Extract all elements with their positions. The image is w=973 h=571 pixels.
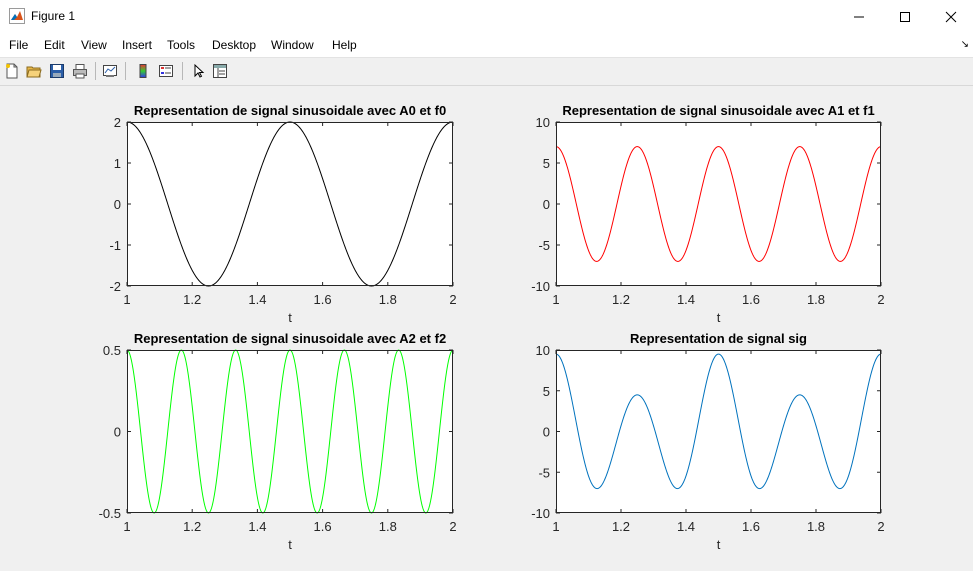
- maximize-icon: [900, 11, 910, 22]
- x-tick-label: 1: [123, 519, 130, 534]
- link-plot-icon[interactable]: [100, 61, 120, 81]
- toolbar-separator: [125, 62, 126, 80]
- x-tick-label: 1.2: [183, 292, 201, 307]
- x-tick-label: 1: [552, 519, 559, 534]
- plot-area: [556, 122, 881, 286]
- subplot-title: Representation de signal sig: [630, 331, 807, 346]
- figure-canvas: 1 1.2 1.4 1.6 1.8 2 2 1 0 -1 -2 Representation de s…: [0, 86, 973, 566]
- x-tick-label: 1.2: [612, 292, 630, 307]
- y-tick-label: 0: [114, 197, 121, 212]
- window-titlebar: Figure 1: [0, 0, 973, 33]
- insert-colorbar-icon[interactable]: [133, 61, 153, 81]
- menu-bar: File Edit View Insert Tools Desktop Wind…: [0, 33, 973, 58]
- menu-window[interactable]: Window: [271, 38, 314, 52]
- y-tick-label: -5: [538, 465, 550, 480]
- y-tick-label: 10: [536, 343, 550, 358]
- subplot-4: 1 1.2 1.4 1.6 1.8 2 10 5 0 -5 -10 Representation de…: [531, 331, 884, 552]
- x-tick-label: 1.6: [314, 292, 332, 307]
- minimize-icon: [854, 16, 864, 17]
- x-tick-label: 1.4: [677, 519, 695, 534]
- x-tick-label: 1.6: [314, 519, 332, 534]
- y-tick-label: -0.5: [99, 506, 121, 521]
- minimize-button[interactable]: [836, 0, 882, 33]
- subplot-3: 1 1.2 1.4 1.6 1.8 2 0.5 0 -0.5 Representation de …: [99, 331, 457, 552]
- save-icon[interactable]: [47, 61, 67, 81]
- toolbar-separator: [182, 62, 183, 80]
- y-tick-label: 0: [543, 425, 550, 440]
- series-line-1: [555, 146, 882, 262]
- x-tick-label: 1.8: [807, 292, 825, 307]
- y-tick-label: -2: [109, 279, 121, 294]
- series-line-1: [555, 353, 882, 490]
- edit-plot-icon[interactable]: [188, 61, 208, 81]
- y-tick-label: 5: [543, 384, 550, 399]
- y-tick-label: 0: [543, 197, 550, 212]
- x-tick-label: 1.4: [248, 292, 266, 307]
- x-tick-label: 1.8: [379, 292, 397, 307]
- x-tick-label: 1.6: [742, 292, 760, 307]
- x-tick-label: 2: [449, 519, 456, 534]
- x-tick-label: 1.8: [379, 519, 397, 534]
- maximize-button[interactable]: [882, 0, 928, 33]
- y-tick-label: -5: [538, 238, 550, 253]
- x-axis-label: t: [288, 310, 292, 325]
- y-tick-label: 10: [536, 115, 550, 130]
- y-tick-label: -1: [109, 238, 121, 253]
- y-tick-label: 0: [114, 425, 121, 440]
- x-tick-label: 1.6: [742, 519, 760, 534]
- property-editor-icon[interactable]: [210, 61, 230, 81]
- x-tick-label: 1.4: [248, 519, 266, 534]
- toolbar-separator: [95, 62, 96, 80]
- subplot-2: 1 1.2 1.4 1.6 1.8 2 10 5 0 -5 -10 Representation de…: [531, 103, 884, 325]
- plot-area: [556, 350, 881, 513]
- close-button[interactable]: [928, 0, 973, 33]
- close-icon: [945, 11, 957, 22]
- menu-file[interactable]: File: [9, 38, 29, 52]
- x-tick-label: 1.2: [612, 519, 630, 534]
- y-tick-label: 0.5: [103, 343, 121, 358]
- subplot-title: Representation de signal sinusoidale ave…: [134, 331, 446, 346]
- x-tick-label: 1.8: [807, 519, 825, 534]
- plot-area: [127, 122, 453, 286]
- menu-edit[interactable]: Edit: [44, 38, 65, 52]
- y-tick-label: 2: [114, 115, 121, 130]
- x-axis-label: t: [717, 310, 721, 325]
- subplot-title: Representation de signal sinusoidale ave…: [134, 103, 446, 118]
- matlab-logo-icon: [9, 8, 25, 24]
- menu-desktop[interactable]: Desktop: [212, 38, 257, 52]
- y-tick-label: -10: [531, 279, 550, 294]
- x-tick-label: 1.4: [677, 292, 695, 307]
- new-figure-icon[interactable]: [2, 61, 22, 81]
- menu-tools[interactable]: Tools: [167, 38, 196, 52]
- print-icon[interactable]: [70, 61, 90, 81]
- plot-area: [127, 350, 453, 513]
- subplot-title: Representation de signal sinusoidale ave…: [562, 103, 874, 118]
- y-tick-label: -10: [531, 506, 550, 521]
- x-tick-label: 2: [877, 519, 884, 534]
- x-axis-label: t: [717, 537, 721, 552]
- menu-insert[interactable]: Insert: [122, 38, 153, 52]
- y-tick-label: 1: [114, 156, 121, 171]
- dock-arrow-icon[interactable]: ↘: [960, 39, 969, 50]
- x-tick-label: 1: [552, 292, 559, 307]
- window-title: Figure 1: [31, 9, 76, 23]
- x-tick-label: 2: [877, 292, 884, 307]
- x-tick-label: 1: [123, 292, 130, 307]
- x-axis-label: t: [288, 537, 292, 552]
- menu-help[interactable]: Help: [332, 38, 357, 52]
- menu-view[interactable]: View: [81, 38, 107, 52]
- open-file-icon[interactable]: [24, 61, 44, 81]
- insert-legend-icon[interactable]: [156, 61, 176, 81]
- x-tick-label: 1.2: [183, 519, 201, 534]
- y-tick-label: 5: [543, 156, 550, 171]
- subplot-1: 1 1.2 1.4 1.6 1.8 2 2 1 0 -1 -2 Representation de s…: [109, 103, 456, 325]
- x-tick-label: 2: [449, 292, 456, 307]
- figure-toolbar: [0, 58, 973, 86]
